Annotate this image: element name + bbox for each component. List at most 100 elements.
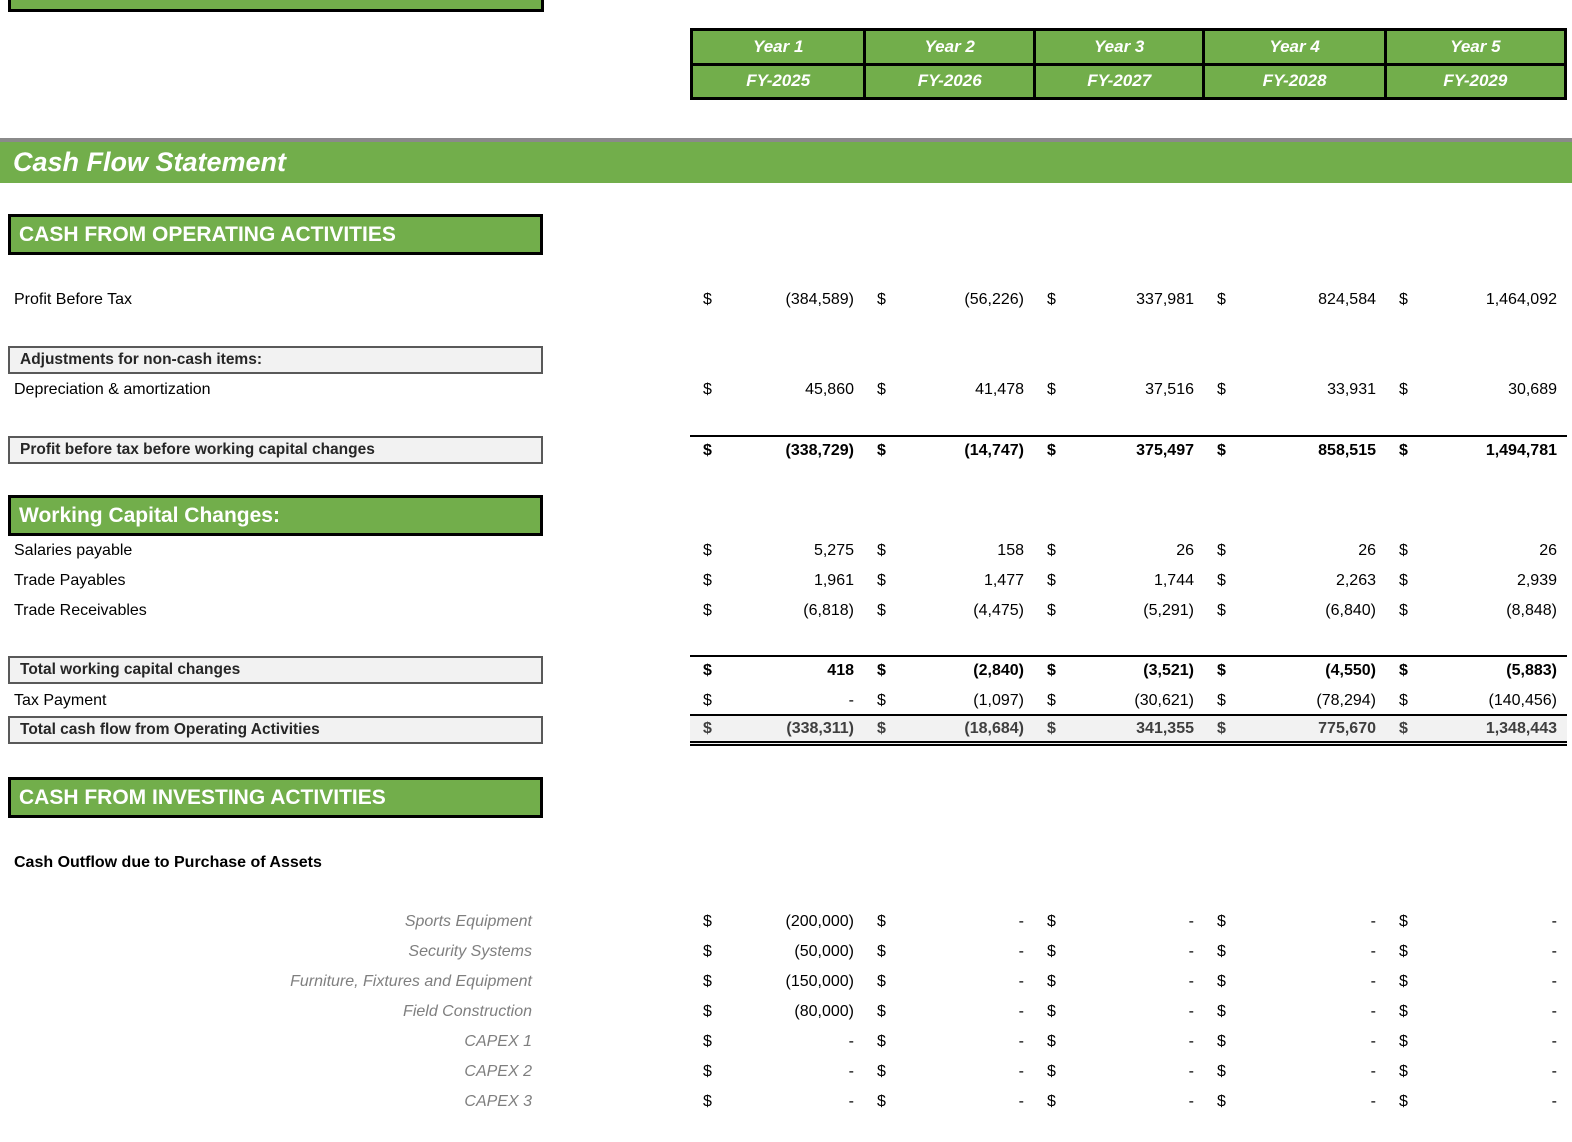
currency-symbol: $ (703, 572, 712, 589)
amount: 775,670 (1318, 719, 1376, 737)
currency-symbol: $ (1399, 572, 1408, 589)
amount: - (1018, 1033, 1024, 1050)
row-values-salaries-payable: $5,275 $158 $26 $26 $26 (690, 536, 1567, 566)
amount: 5,275 (813, 542, 854, 559)
amount: - (848, 1063, 854, 1080)
currency-symbol: $ (877, 719, 886, 737)
currency-symbol: $ (703, 542, 712, 559)
amount: - (1188, 1003, 1194, 1020)
currency-symbol: $ (1399, 602, 1408, 619)
section-working-capital-changes: Working Capital Changes: (8, 495, 543, 536)
amount: (14,747) (964, 442, 1024, 459)
value-cell: $ - (1034, 967, 1204, 997)
year-header: Year 3 (1035, 31, 1203, 63)
value-cell: $ - (690, 1027, 864, 1057)
value-cell: $ - (1386, 907, 1567, 937)
currency-symbol: $ (1047, 692, 1056, 709)
value-cell: $ (140,456) (1386, 686, 1567, 716)
currency-symbol: $ (1399, 973, 1408, 990)
currency-symbol: $ (1217, 1063, 1226, 1080)
amount: - (1370, 1003, 1376, 1020)
value-cell: $ - (864, 1057, 1034, 1087)
value-cell: $26 (1034, 536, 1204, 566)
amount: - (1370, 1033, 1376, 1050)
value-cell: $ - (1386, 997, 1567, 1027)
amount: 37,516 (1145, 381, 1194, 398)
currency-symbol: $ (1399, 692, 1408, 709)
amount: - (1551, 973, 1557, 990)
value-cell: $ (30,621) (1034, 686, 1204, 716)
row-values-total-cf-operating: $ (338,311) $ (18,684) $341,355 $775,670 $1,34… (690, 714, 1567, 746)
currency-symbol: $ (1047, 943, 1056, 960)
row-values-capex-2: $ - $ - $ - $ - $ - (690, 1057, 1567, 1087)
value-cell: $ - (1034, 937, 1204, 967)
value-cell: $ (4,550) (1204, 657, 1386, 685)
currency-symbol: $ (1399, 442, 1408, 459)
currency-symbol: $ (877, 1093, 886, 1110)
currency-symbol: $ (703, 943, 712, 960)
amount: (56,226) (964, 291, 1024, 308)
currency-symbol: $ (1047, 572, 1056, 589)
value-cell: $ - (1204, 1057, 1386, 1087)
row-label-cash-outflow-heading: Cash Outflow due to Purchase of Assets (14, 854, 322, 871)
amount: (4,475) (973, 602, 1024, 619)
currency-symbol: $ (1217, 291, 1226, 308)
amount: (338,311) (786, 719, 854, 737)
value-cell: $ - (1204, 1027, 1386, 1057)
row-label-adjustments-header: Adjustments for non-cash items: (8, 346, 543, 374)
currency-symbol: $ (1047, 1063, 1056, 1080)
value-cell: $2,263 (1204, 566, 1386, 596)
amount: 337,981 (1136, 291, 1194, 308)
value-cell: $ (338,729) (690, 437, 864, 465)
currency-symbol: $ (877, 542, 886, 559)
fiscal-year-header: FY-2029 (1386, 65, 1564, 97)
value-cell: $26 (1386, 536, 1567, 566)
currency-symbol: $ (1399, 542, 1408, 559)
amount: - (1018, 1093, 1024, 1110)
amount: - (1188, 1093, 1194, 1110)
amount: - (848, 692, 854, 709)
currency-symbol: $ (877, 1003, 886, 1020)
row-label-capex-2: CAPEX 2 (464, 1063, 532, 1080)
amount: 1,477 (983, 572, 1024, 589)
amount: - (1370, 973, 1376, 990)
currency-symbol: $ (1047, 719, 1056, 737)
value-cell: $5,275 (690, 536, 864, 566)
amount: - (1551, 1063, 1557, 1080)
amount: - (1551, 1033, 1557, 1050)
amount: 41,478 (975, 381, 1024, 398)
amount: 33,931 (1327, 381, 1376, 398)
value-cell: $ - (1386, 1087, 1567, 1117)
amount: 26 (1539, 542, 1557, 559)
value-cell: $ (78,294) (1204, 686, 1386, 716)
value-cell: $ - (1034, 907, 1204, 937)
value-cell: $ - (1386, 937, 1567, 967)
currency-symbol: $ (1399, 291, 1408, 308)
year-header: Year 2 (866, 31, 1033, 63)
page-title: Cash Flow Statement (13, 147, 287, 177)
value-cell: $ (5,883) (1386, 657, 1567, 685)
row-label-total-cf-operating: Total cash flow from Operating Activitie… (8, 716, 543, 744)
year-header-table: Year 1 Year 2 Year 3 Year 4 Year 5 FY-20… (690, 28, 1567, 100)
row-values-tax-payment: $ - $ (1,097) $ (30,621) $ (78,294) $ (140,456) (690, 686, 1567, 716)
amount: - (1370, 1093, 1376, 1110)
value-cell: $1,464,092 (1386, 285, 1567, 315)
value-cell: $ - (1204, 997, 1386, 1027)
amount: 1,464,092 (1485, 291, 1557, 308)
fiscal-year-header: FY-2027 (1035, 65, 1203, 97)
year-header: Year 4 (1205, 31, 1384, 63)
currency-symbol: $ (1047, 973, 1056, 990)
value-cell: $ (6,818) (690, 596, 864, 626)
row-label-capex-3: CAPEX 3 (464, 1093, 532, 1110)
amount: 45,860 (805, 381, 854, 398)
currency-symbol: $ (1217, 943, 1226, 960)
row-label-trade-payables: Trade Payables (14, 572, 126, 589)
cutoff-section-box (8, 0, 544, 12)
value-cell: $ (1,097) (864, 686, 1034, 716)
value-cell: $2,939 (1386, 566, 1567, 596)
value-cell: $ - (690, 1057, 864, 1087)
currency-symbol: $ (703, 1003, 712, 1020)
row-values-profit-before-tax: $ (384,589) $ (56,226) $337,981 $824,584 $1,46… (690, 285, 1567, 315)
value-cell: $158 (864, 536, 1034, 566)
